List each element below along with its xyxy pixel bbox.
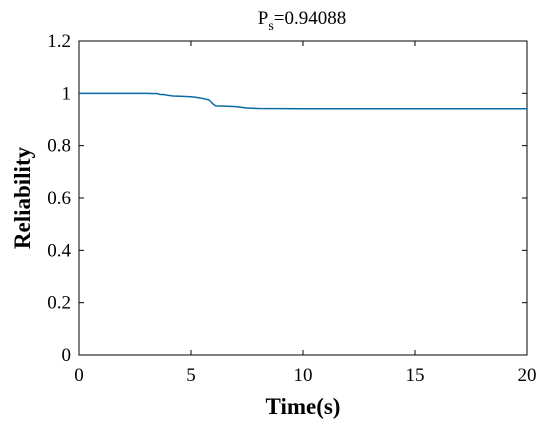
y-tick-label: 0: [62, 345, 72, 366]
x-tick-label: 20: [518, 365, 537, 386]
y-tick-label: 1: [62, 83, 72, 104]
y-axis-ticks: 0 0.2 0.4 0.6 0.8 1 1.2: [47, 31, 527, 366]
x-axis-ticks: 0 5 10 15 20: [74, 41, 537, 386]
x-tick-label: 10: [294, 365, 313, 386]
y-axis-title: Reliability: [10, 146, 35, 249]
x-tick-label: 0: [74, 365, 84, 386]
reliability-series-line: [79, 92, 527, 110]
plot-frame: [78, 40, 528, 356]
y-tick-label: 0.6: [47, 188, 71, 209]
y-tick-label: 0.8: [47, 136, 71, 157]
x-axis-title: Time(s): [266, 394, 341, 419]
x-tick-label: 5: [186, 365, 196, 386]
chart-title-subscript: s: [268, 19, 273, 34]
y-tick-label: 1.2: [47, 31, 71, 52]
series-group: [79, 92, 527, 110]
y-tick-label: 0.2: [47, 293, 71, 314]
chart-title: Ps=0.94088: [258, 8, 347, 34]
chart-title-main: P: [258, 8, 269, 29]
x-tick-label: 15: [406, 365, 425, 386]
y-tick-label: 0.4: [47, 240, 71, 261]
chart-title-value: =0.94088: [274, 8, 346, 29]
